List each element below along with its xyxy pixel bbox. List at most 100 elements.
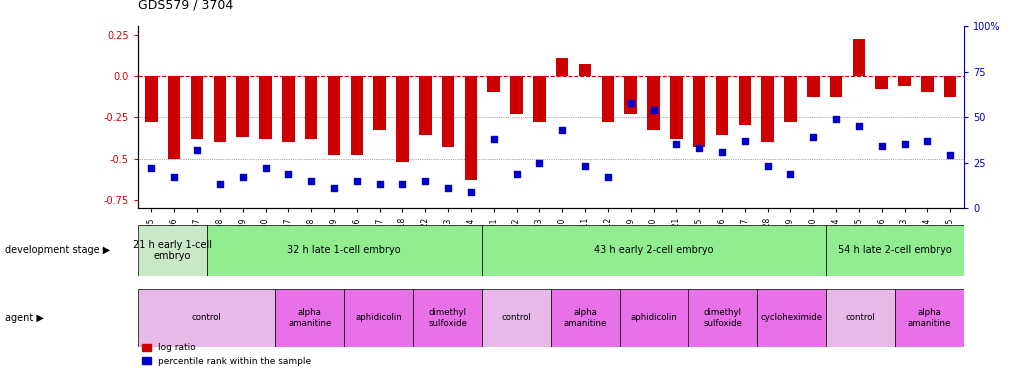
Point — [599, 174, 615, 180]
Bar — [533, 76, 545, 122]
Text: control: control — [192, 314, 221, 322]
Bar — [145, 76, 158, 122]
Bar — [669, 76, 682, 139]
FancyBboxPatch shape — [620, 289, 688, 347]
Point — [280, 171, 297, 177]
Bar — [282, 76, 294, 142]
Text: alpha
amanitine: alpha amanitine — [907, 308, 951, 327]
Point — [690, 145, 706, 151]
Text: 32 h late 1-cell embryo: 32 h late 1-cell embryo — [287, 245, 400, 255]
Point — [507, 171, 524, 177]
Point — [394, 182, 411, 188]
FancyBboxPatch shape — [138, 289, 275, 347]
Point — [622, 100, 638, 106]
Bar — [487, 76, 499, 92]
FancyBboxPatch shape — [275, 289, 344, 347]
Text: 43 h early 2-cell embryo: 43 h early 2-cell embryo — [594, 245, 713, 255]
Bar — [373, 76, 385, 130]
Bar — [236, 76, 249, 137]
Text: cycloheximide: cycloheximide — [760, 314, 822, 322]
Point — [736, 138, 752, 144]
FancyBboxPatch shape — [825, 289, 895, 347]
Point — [667, 141, 684, 147]
Point — [325, 185, 341, 191]
Point — [417, 178, 433, 184]
Point — [234, 174, 251, 180]
Bar — [213, 76, 226, 142]
Bar — [419, 76, 431, 135]
Text: 21 h early 1-cell
embryо: 21 h early 1-cell embryо — [132, 240, 211, 261]
Bar — [760, 76, 773, 142]
Bar — [465, 76, 477, 180]
Point — [782, 171, 798, 177]
Point — [759, 163, 775, 169]
Bar — [601, 76, 613, 122]
Point — [189, 147, 205, 153]
Text: alpha
amanitine: alpha amanitine — [287, 308, 331, 327]
Bar — [898, 76, 910, 86]
Bar — [578, 64, 591, 76]
FancyBboxPatch shape — [138, 225, 206, 276]
FancyBboxPatch shape — [482, 289, 550, 347]
Bar — [852, 39, 864, 76]
Bar — [191, 76, 203, 139]
Bar — [168, 76, 180, 159]
Bar — [647, 76, 659, 130]
Bar — [259, 76, 271, 139]
Point — [827, 116, 844, 122]
Point — [645, 107, 661, 113]
FancyBboxPatch shape — [344, 289, 413, 347]
Point — [257, 165, 273, 171]
Point — [439, 185, 455, 191]
Bar — [874, 76, 888, 89]
Point — [918, 138, 934, 144]
Point — [577, 163, 593, 169]
Bar — [555, 58, 568, 76]
Bar — [692, 76, 705, 147]
Legend: log ratio, percentile rank within the sample: log ratio, percentile rank within the sa… — [142, 344, 311, 366]
Point — [850, 123, 866, 129]
Bar — [806, 76, 818, 98]
Bar — [441, 76, 453, 147]
Point — [872, 143, 889, 149]
Point — [896, 141, 912, 147]
Point — [485, 136, 501, 142]
Text: aphidicolin: aphidicolin — [630, 314, 677, 322]
Point — [303, 178, 319, 184]
Text: control: control — [845, 314, 874, 322]
Text: control: control — [501, 314, 531, 322]
Text: agent ▶: agent ▶ — [5, 313, 44, 323]
Text: alpha
amanitine: alpha amanitine — [562, 308, 606, 327]
Point — [804, 134, 820, 140]
Bar — [351, 76, 363, 155]
Point — [166, 174, 182, 180]
Bar — [784, 76, 796, 122]
Text: GDS579 / 3704: GDS579 / 3704 — [138, 0, 232, 11]
Text: 54 h late 2-cell embryo: 54 h late 2-cell embryo — [838, 245, 951, 255]
FancyBboxPatch shape — [756, 289, 825, 347]
FancyBboxPatch shape — [413, 289, 481, 347]
Bar — [943, 76, 956, 98]
Text: development stage ▶: development stage ▶ — [5, 245, 110, 255]
Text: dimethyl
sulfoxide: dimethyl sulfoxide — [703, 308, 742, 327]
Point — [942, 152, 958, 158]
FancyBboxPatch shape — [550, 289, 620, 347]
Text: dimethyl
sulfoxide: dimethyl sulfoxide — [428, 308, 467, 327]
Bar — [738, 76, 750, 126]
Bar — [510, 76, 523, 114]
FancyBboxPatch shape — [482, 225, 825, 276]
Point — [713, 149, 730, 155]
Text: aphidicolin: aphidicolin — [355, 314, 401, 322]
Point — [143, 165, 159, 171]
Point — [348, 178, 365, 184]
Bar — [624, 76, 636, 114]
Bar — [829, 76, 842, 98]
Point — [371, 182, 387, 188]
Bar — [327, 76, 340, 155]
Point — [531, 160, 547, 166]
FancyBboxPatch shape — [688, 289, 756, 347]
Bar — [395, 76, 409, 162]
FancyBboxPatch shape — [825, 225, 963, 276]
FancyBboxPatch shape — [206, 225, 481, 276]
Bar — [920, 76, 932, 92]
